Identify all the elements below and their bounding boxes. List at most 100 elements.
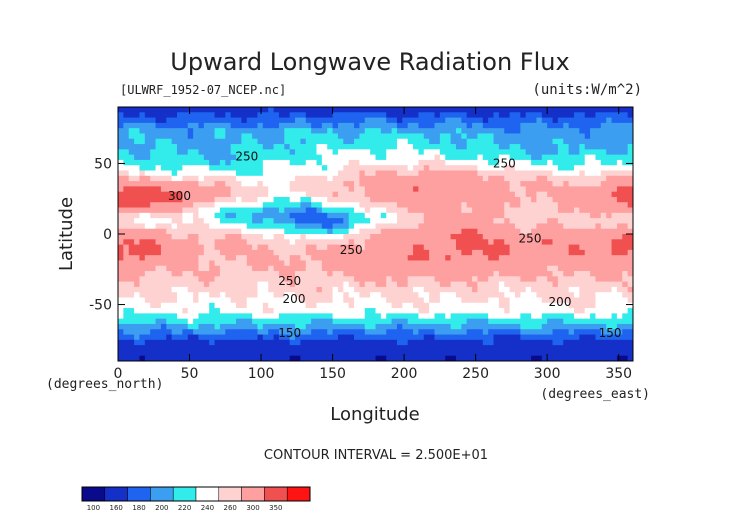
field-cell — [611, 112, 618, 118]
field-cell — [225, 186, 232, 193]
field-cell — [257, 207, 264, 214]
field-cell — [139, 181, 146, 187]
field-cell — [284, 228, 291, 235]
field-cell — [600, 276, 607, 283]
field-cell — [295, 133, 301, 140]
field-cell — [118, 355, 124, 361]
field-cell — [305, 323, 312, 330]
field-cell — [541, 355, 548, 361]
field-cell — [552, 286, 559, 293]
field-cell — [246, 276, 253, 283]
field-cell — [541, 112, 548, 118]
field-cell — [627, 228, 633, 235]
field-cell — [241, 239, 248, 245]
field-cell — [305, 249, 312, 256]
field-cell — [241, 122, 248, 129]
field-cell — [187, 265, 194, 272]
field-cell — [579, 345, 586, 351]
field-cell — [134, 260, 140, 267]
field-cell — [600, 355, 607, 361]
field-cell — [413, 107, 419, 113]
field-cell — [498, 207, 505, 214]
field-cell — [187, 196, 194, 203]
field-cell — [616, 355, 623, 361]
field-cell — [402, 117, 409, 124]
field-cell — [514, 181, 521, 187]
field-cell — [466, 239, 473, 245]
field-cell — [579, 313, 586, 320]
field-cell — [300, 239, 307, 245]
field-cell — [514, 165, 521, 171]
field-cell — [241, 281, 248, 288]
field-cell — [128, 138, 135, 145]
field-cell — [332, 202, 339, 208]
field-cell — [123, 117, 130, 124]
field-cell — [627, 133, 633, 140]
field-cell — [590, 255, 596, 261]
field-cell — [354, 117, 360, 124]
field-cell — [472, 271, 478, 277]
field-cell — [278, 138, 285, 145]
field-cell — [418, 107, 425, 113]
field-cell — [514, 218, 521, 224]
field-cell — [509, 297, 516, 304]
field-cell — [150, 202, 156, 208]
field-cell — [348, 117, 355, 124]
field-cell — [573, 186, 580, 193]
field-cell — [375, 128, 382, 134]
field-cell — [407, 265, 414, 272]
field-cell — [150, 207, 156, 214]
field-cell — [139, 323, 146, 330]
field-cell — [439, 144, 446, 150]
field-cell — [418, 170, 425, 177]
field-cell — [396, 345, 403, 351]
field-cell — [128, 334, 135, 341]
field-cell — [166, 181, 173, 187]
color-bar-label: 300 — [246, 504, 259, 512]
field-cell — [547, 122, 553, 129]
field-cell — [160, 196, 167, 203]
field-cell — [498, 138, 505, 145]
field-cell — [380, 260, 387, 267]
field-cell — [300, 302, 307, 309]
field-cell — [225, 345, 232, 351]
field-cell — [144, 159, 151, 166]
field-cell — [450, 308, 457, 314]
field-cell — [144, 122, 151, 129]
field-cell — [627, 255, 633, 261]
field-cell — [144, 181, 151, 187]
field-cell — [139, 297, 146, 304]
field-cell — [407, 181, 414, 187]
field-cell — [139, 286, 146, 293]
field-cell — [300, 313, 307, 320]
field-cell — [187, 170, 194, 177]
field-cell — [332, 249, 339, 256]
field-cell — [252, 154, 258, 161]
field-cell — [482, 313, 489, 320]
field-cell — [520, 339, 527, 346]
field-cell — [241, 244, 248, 251]
field-cell — [531, 196, 537, 203]
field-cell — [627, 122, 633, 129]
field-cell — [407, 276, 414, 283]
field-cell — [268, 191, 274, 198]
field-cell — [461, 244, 468, 251]
color-bar: 100 160 180 200 220 240 260 300 350 — [81, 486, 311, 512]
field-cell — [134, 218, 140, 224]
field-cell — [332, 318, 339, 325]
field-cell — [305, 112, 312, 118]
field-cell — [375, 302, 382, 309]
field-cell — [396, 191, 403, 198]
field-cell — [219, 265, 226, 272]
field-cell — [595, 223, 602, 230]
field-cell — [354, 265, 360, 272]
field-cell — [514, 144, 521, 150]
field-cell — [461, 350, 468, 357]
field-cell — [155, 255, 162, 261]
field-cell — [300, 212, 307, 219]
field-cell — [600, 265, 607, 272]
field-cell — [257, 170, 264, 177]
field-cell — [375, 329, 382, 335]
field-cell — [257, 260, 264, 267]
field-cell — [573, 308, 580, 314]
